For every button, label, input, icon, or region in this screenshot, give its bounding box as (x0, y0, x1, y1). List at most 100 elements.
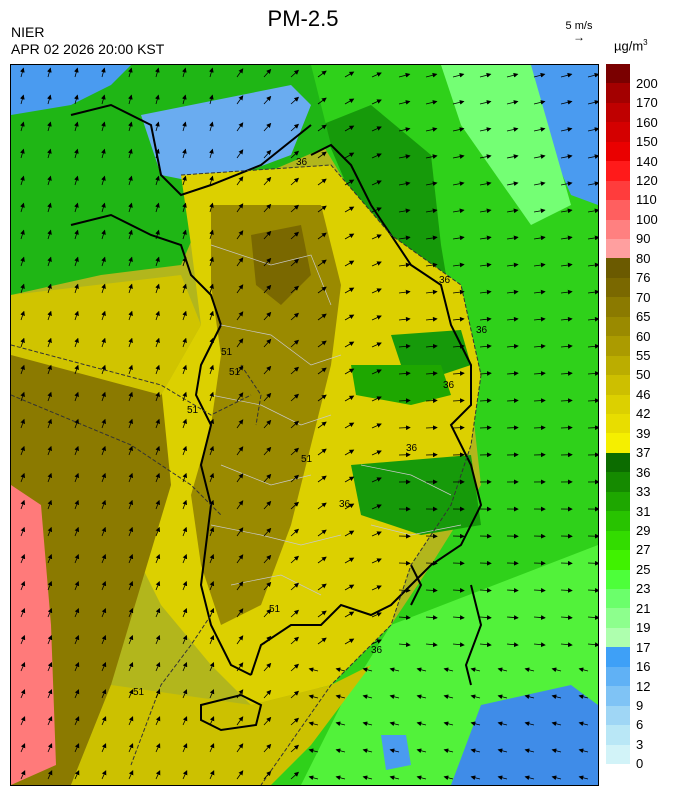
wind-arrow (452, 642, 465, 648)
wind-arrow (290, 285, 299, 294)
wind-arrow (533, 642, 546, 648)
timestamp-label: APR 02 2026 20:00 KST (11, 41, 165, 57)
wind-arrow (452, 208, 465, 214)
wind-arrow (209, 472, 215, 483)
wind-arrow (317, 367, 327, 375)
wind-arrow (47, 499, 53, 510)
wind-arrow (452, 316, 465, 322)
wind-arrow (101, 94, 106, 105)
legend-tick-label: 6 (636, 717, 644, 733)
wind-arrow (20, 364, 25, 375)
wind-arrow (335, 748, 346, 754)
wind-arrow (101, 743, 107, 753)
wind-arrow (551, 694, 562, 700)
wind-arrow (398, 343, 411, 349)
wind-arrow (20, 337, 25, 348)
wind-arrow (20, 391, 25, 402)
legend-tick-label: 100 (636, 211, 658, 227)
wind-arrow (506, 316, 519, 322)
wind-arrow (128, 229, 133, 240)
wind-arrow (425, 587, 438, 593)
wind-arrow (398, 208, 411, 214)
wind-arrow (47, 67, 52, 78)
wind-arrow (74, 445, 79, 456)
pm25-concentration-map[interactable]: 36 36 36 36 36 36 36 51 51 51 51 51 51 (10, 64, 599, 786)
wind-arrow (128, 770, 134, 780)
legend-swatch (606, 472, 630, 493)
wind-arrow (371, 369, 382, 375)
wind-arrow (290, 744, 299, 753)
legend-tick-label: 12 (636, 678, 651, 694)
wind-arrow (479, 100, 492, 105)
legend-swatch (606, 433, 630, 454)
wind-arrow (587, 154, 598, 159)
wind-arrow (128, 445, 133, 456)
wind-arrow (389, 748, 400, 754)
legend-tick-label: 46 (636, 386, 651, 402)
wind-arrow (209, 743, 215, 753)
wind-arrow (47, 364, 52, 375)
contour-label: 36 (406, 443, 418, 454)
wind-arrow (497, 721, 508, 727)
wind-arrow (209, 283, 214, 294)
wind-arrow (317, 259, 327, 267)
wind-arrow (20, 175, 25, 186)
wind-arrow (317, 637, 327, 645)
wind-arrow (506, 127, 519, 132)
wind-arrow (506, 615, 519, 620)
wind-arrow (425, 154, 438, 159)
wind-arrow (479, 181, 492, 187)
wind-arrow (128, 94, 133, 105)
wind-arrow (236, 257, 244, 267)
wind-arrow (155, 743, 161, 753)
wind-arrow (74, 148, 79, 159)
wind-arrow (560, 425, 573, 431)
wind-arrow (263, 716, 272, 726)
wind-arrow (20, 770, 26, 780)
wind-arrow (317, 124, 327, 132)
wind-arrow (371, 315, 382, 321)
legend-swatch (606, 589, 630, 609)
legend-swatch (606, 744, 630, 765)
wind-arrow (101, 689, 107, 699)
wind-arrow (479, 425, 492, 431)
wind-arrow (236, 770, 244, 780)
wind-arrow (47, 148, 52, 159)
wind-arrow (362, 748, 373, 754)
wind-arrow (128, 391, 133, 402)
wind-arrow (20, 499, 26, 510)
blue-field-nw-sea (11, 65, 131, 115)
wind-arrow (74, 175, 79, 186)
wind-arrow (551, 667, 562, 673)
wind-arrow (74, 743, 80, 753)
wind-arrow (425, 343, 438, 349)
wind-arrow (155, 310, 160, 321)
wind-arrow (425, 235, 438, 241)
legend-tick-label: 23 (636, 581, 651, 597)
wind-arrow (209, 148, 214, 159)
legend-swatch (606, 414, 630, 434)
wind-arrow (551, 721, 562, 727)
legend-swatch (606, 608, 630, 629)
legend-tick-label: 39 (636, 425, 651, 441)
wind-arrow (20, 310, 25, 321)
wind-arrow (155, 689, 161, 699)
wind-arrow (20, 121, 25, 132)
wind-arrow (263, 203, 272, 213)
wind-arrow (335, 721, 346, 727)
wind-arrow (317, 502, 327, 510)
wind-arrow (317, 178, 327, 186)
wind-arrow (101, 67, 106, 78)
wind-arrow (425, 208, 438, 214)
wind-arrow (290, 771, 299, 780)
wind-arrow (101, 148, 106, 159)
wind-arrow (128, 689, 134, 699)
legend-swatch (606, 394, 630, 415)
wind-arrow (479, 154, 492, 159)
wind-arrow (236, 743, 244, 753)
wind-arrow (101, 526, 107, 537)
legend-tick-label: 29 (636, 522, 651, 538)
wind-arrow (533, 262, 546, 268)
wind-arrow (452, 398, 465, 404)
wind-arrow (560, 181, 573, 187)
